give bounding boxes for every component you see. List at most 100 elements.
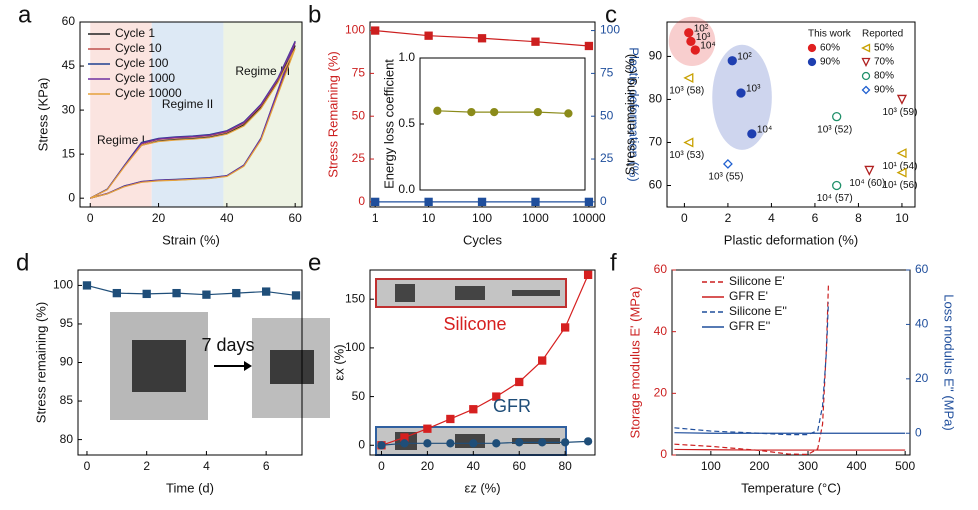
marker <box>400 439 409 448</box>
y-tick-label: 80 <box>649 92 663 106</box>
y-tick-label: 100 <box>53 278 73 292</box>
point-label: 10⁴ <box>700 41 715 52</box>
marker <box>690 45 700 55</box>
marker <box>683 137 694 148</box>
region-label: Regime I <box>97 133 145 147</box>
x-tick-label: 10 <box>422 211 436 225</box>
point-label: 10² <box>694 23 709 34</box>
y-axis-title: Energy loss coefficient <box>381 59 396 189</box>
legend-label: Cycle 100 <box>115 56 169 70</box>
inset-background <box>420 58 585 190</box>
x-axis-title: Plastic deformation (%) <box>724 232 858 247</box>
marker <box>515 438 524 447</box>
marker <box>424 31 433 40</box>
photo-sample <box>455 286 485 300</box>
x-tick-label: 100 <box>472 211 492 225</box>
arrow-head <box>244 361 252 371</box>
annotation: Silicone <box>443 314 506 334</box>
series-line <box>86 284 297 297</box>
marker <box>564 109 573 118</box>
y-tick-label: 60 <box>62 14 76 28</box>
plot-frame <box>369 269 596 456</box>
marker <box>232 288 241 298</box>
marker <box>896 148 907 159</box>
x-axis-title: εz (%) <box>464 480 500 495</box>
y-tick-label: 0 <box>358 194 365 208</box>
point-label: 10¹ (56) <box>882 180 917 191</box>
x-tick-label: 60 <box>288 211 302 225</box>
x-tick-label: 8 <box>855 211 862 225</box>
y-tick-label: 50 <box>352 108 366 122</box>
marker <box>531 37 540 46</box>
y-tick-label: 20 <box>654 386 668 400</box>
x-axis-title: Strain (%) <box>162 232 220 247</box>
marker <box>896 167 907 178</box>
y-tick-label: 0 <box>68 190 75 204</box>
photo-sample <box>512 290 560 296</box>
y-tick-label: 30 <box>62 102 76 116</box>
x-tick-label: 20 <box>421 459 435 473</box>
point-label: 10³ (59) <box>882 107 917 118</box>
y-tick-label: 0 <box>600 194 607 208</box>
y-tick-label: 150 <box>345 291 365 305</box>
marker <box>807 43 817 53</box>
marker <box>861 85 871 95</box>
y-tick-label: 85 <box>60 393 74 407</box>
panel-letter: c <box>605 1 617 28</box>
marker <box>832 112 842 122</box>
y-tick-label: 75 <box>352 66 366 80</box>
x-tick-label: 80 <box>558 459 572 473</box>
marker <box>531 197 540 207</box>
marker <box>371 26 380 35</box>
y-tick-label: 25 <box>352 151 366 165</box>
legend-label: 50% <box>874 43 894 54</box>
y-tick-label: 60 <box>915 262 929 276</box>
marker <box>424 197 433 207</box>
point-label: 10³ <box>746 84 761 95</box>
marker <box>896 94 907 105</box>
annotation: 7 days <box>201 335 254 355</box>
marker <box>832 180 842 191</box>
marker <box>533 107 543 117</box>
legend-label: Silicone E'' <box>729 304 787 318</box>
marker <box>584 41 594 51</box>
marker <box>683 72 694 83</box>
y2-axis-title: Loss modulus E'' (MPa) <box>942 294 957 430</box>
marker <box>684 28 694 38</box>
series-line <box>381 440 589 446</box>
marker <box>492 439 501 448</box>
x-tick-label: 40 <box>467 459 481 473</box>
marker <box>423 424 432 433</box>
x-tick-label: 40 <box>220 211 234 225</box>
marker <box>82 281 92 290</box>
point-label: 10⁴ (57) <box>817 193 853 204</box>
region-label: Regime II <box>162 97 213 111</box>
y-tick-label: 50 <box>352 389 366 403</box>
marker <box>584 197 594 207</box>
marker <box>291 291 301 300</box>
y-tick-label: 40 <box>915 317 929 331</box>
marker <box>469 439 478 448</box>
legend-label: 90% <box>874 85 894 96</box>
x-tick-label: 0 <box>378 459 385 473</box>
y-tick-label: 15 <box>62 146 76 160</box>
series-line <box>674 448 906 451</box>
y-tick-label: 0.5 <box>398 116 415 130</box>
legend-title: Reported <box>862 29 903 40</box>
y-tick-label: 100 <box>600 23 620 37</box>
marker <box>172 288 181 298</box>
y-tick-label: 60 <box>649 178 663 192</box>
marker <box>538 438 547 447</box>
y-tick-label: 1.0 <box>398 50 415 64</box>
point-label: 10³ (53) <box>669 150 704 161</box>
y-tick-label: 45 <box>62 58 76 72</box>
x-tick-label: 500 <box>895 459 915 473</box>
legend-label: 70% <box>874 57 894 68</box>
marker <box>446 439 455 448</box>
legend-label: 90% <box>820 57 840 68</box>
marker <box>686 36 696 47</box>
y-axis-title: Stress remaining (%) <box>33 302 48 423</box>
marker <box>807 57 817 67</box>
marker <box>477 197 487 207</box>
